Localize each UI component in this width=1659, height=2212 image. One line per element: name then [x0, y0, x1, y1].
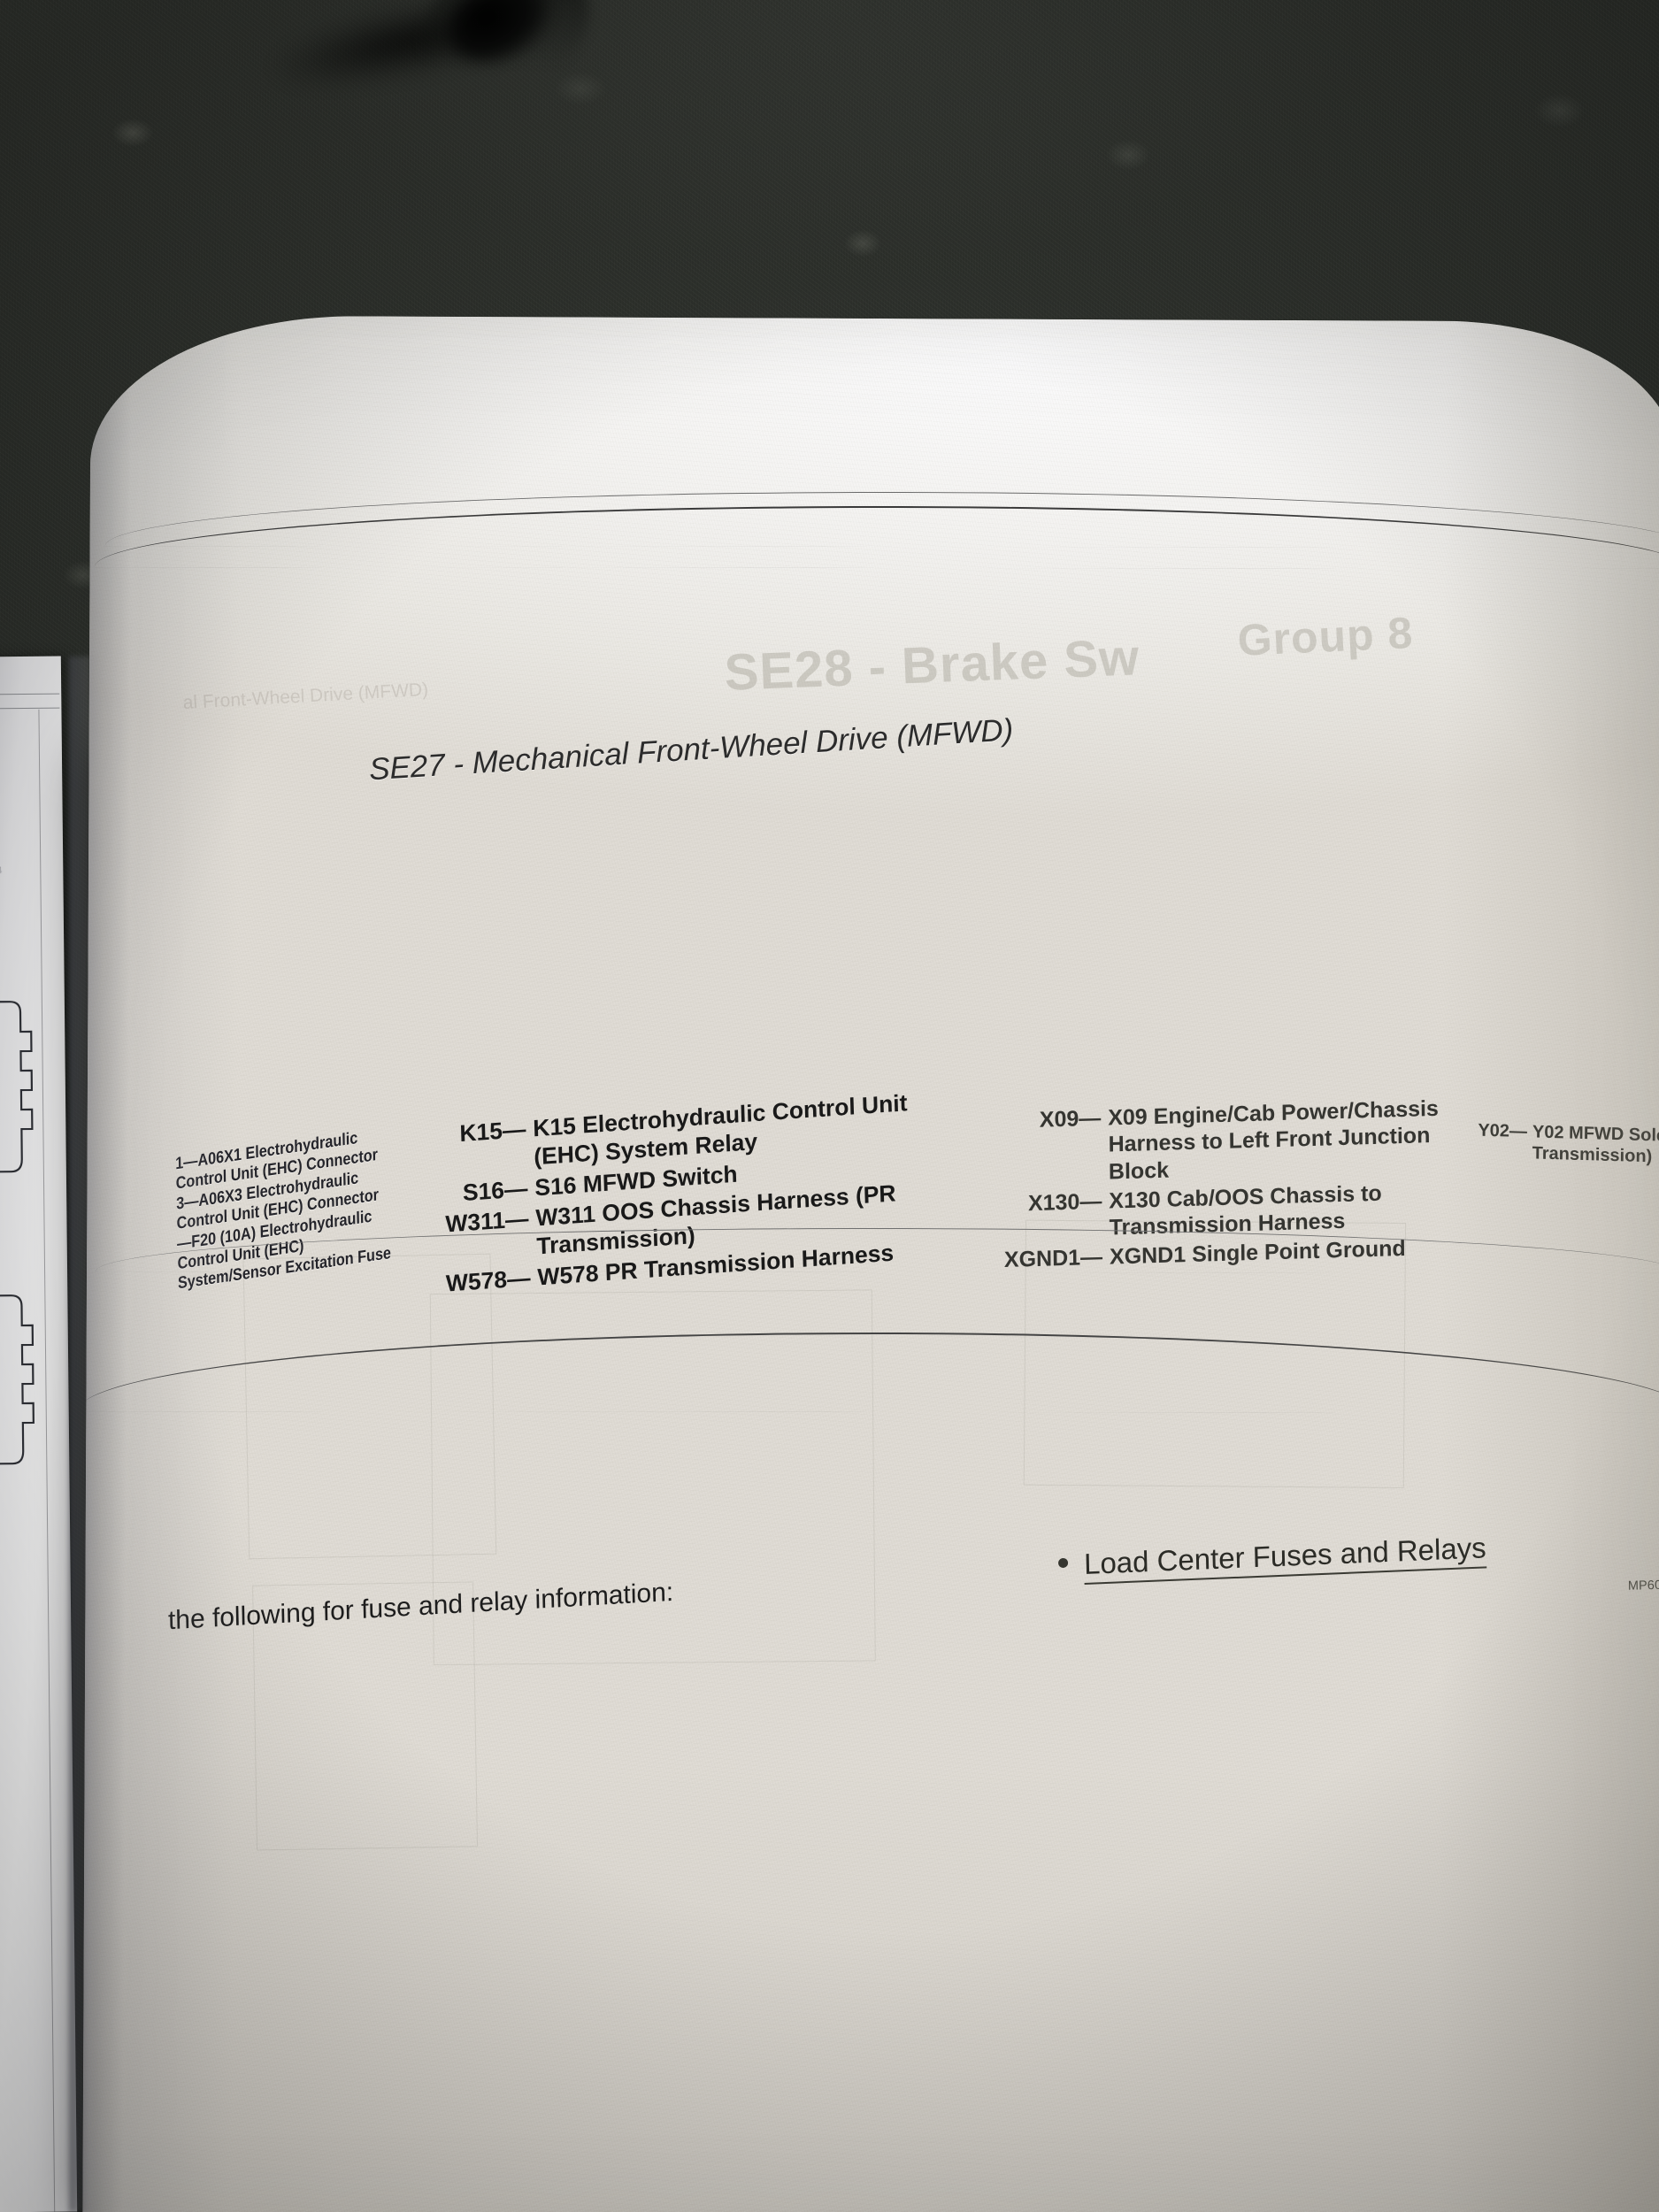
legend-key: 1— [175, 1151, 198, 1174]
facing-page: 2.5 S -D04 S [0, 656, 78, 2212]
legend-key: W311— [444, 1205, 529, 1238]
legend-value: X09 Engine/Cab Power/Chassis Harness to … [1108, 1095, 1440, 1185]
legend-column-b: K15— K15 Electrohydraulic Control Unit (… [441, 1086, 967, 1301]
legend-column-a: 1—A06X1 Electrohydraulic Control Unit (E… [175, 1122, 411, 1295]
legend-value: X130 Cab/OOS Chassis to Transmission Har… [1109, 1180, 1382, 1240]
document-code: MP60050,00000 [1627, 1577, 1659, 1594]
legend-key: Y02— [1478, 1120, 1528, 1142]
lead-in-text: the following for fuse and relay informa… [167, 1577, 674, 1636]
legend-entry: X09— X09 Engine/Cab Power/Chassis Harnes… [998, 1094, 1494, 1188]
ghost-group: Group 8 [1236, 608, 1415, 665]
legend-key: XGND1— [1003, 1245, 1103, 1273]
page-title: SE27 - Mechanical Front-Wheel Drive (MFW… [368, 712, 1014, 787]
legend-column-d: Y02— Y02 MFWD Solenoid (PR Transmission) [1478, 1120, 1659, 1175]
header-rule-upper [104, 491, 1659, 548]
connector-pinout-diagram [0, 986, 43, 1217]
book-gutter [69, 657, 99, 2212]
section-bottom-rule [82, 1332, 1659, 1413]
legend-entry: Y02— Y02 MFWD Solenoid (PR Transmission) [1478, 1120, 1659, 1173]
header-rule-lower [94, 505, 1659, 569]
bullet-dot-icon [1057, 1557, 1069, 1569]
page-content: SE28 - Brake Sw Group 8 al Front-Wheel D… [82, 318, 1659, 2212]
legend-key: X130— [1027, 1188, 1102, 1216]
manual-page: SE28 - Brake Sw Group 8 al Front-Wheel D… [82, 315, 1659, 2212]
load-center-fuses-link[interactable]: Load Center Fuses and Relays [1084, 1531, 1487, 1585]
legend-value: Y02 MFWD Solenoid (PR Transmission) [1532, 1122, 1659, 1167]
legend-key: — [176, 1233, 192, 1255]
legend-key: S16— [462, 1174, 528, 1206]
legend-key: W578— [445, 1263, 531, 1297]
legend-key: K15— [458, 1115, 526, 1148]
legend-key: 3— [176, 1192, 199, 1214]
load-center-link-item[interactable]: Load Center Fuses and Relays [1057, 1531, 1487, 1585]
legend-key: X09— [1039, 1105, 1102, 1133]
legend-column-c: X09— X09 Engine/Cab Power/Chassis Harnes… [998, 1094, 1495, 1277]
ghost-line: al Front-Wheel Drive (MFWD) [182, 679, 429, 714]
ghost-heading: SE28 - Brake Sw [723, 628, 1141, 702]
connector-pinout-diagram [0, 1283, 47, 1496]
